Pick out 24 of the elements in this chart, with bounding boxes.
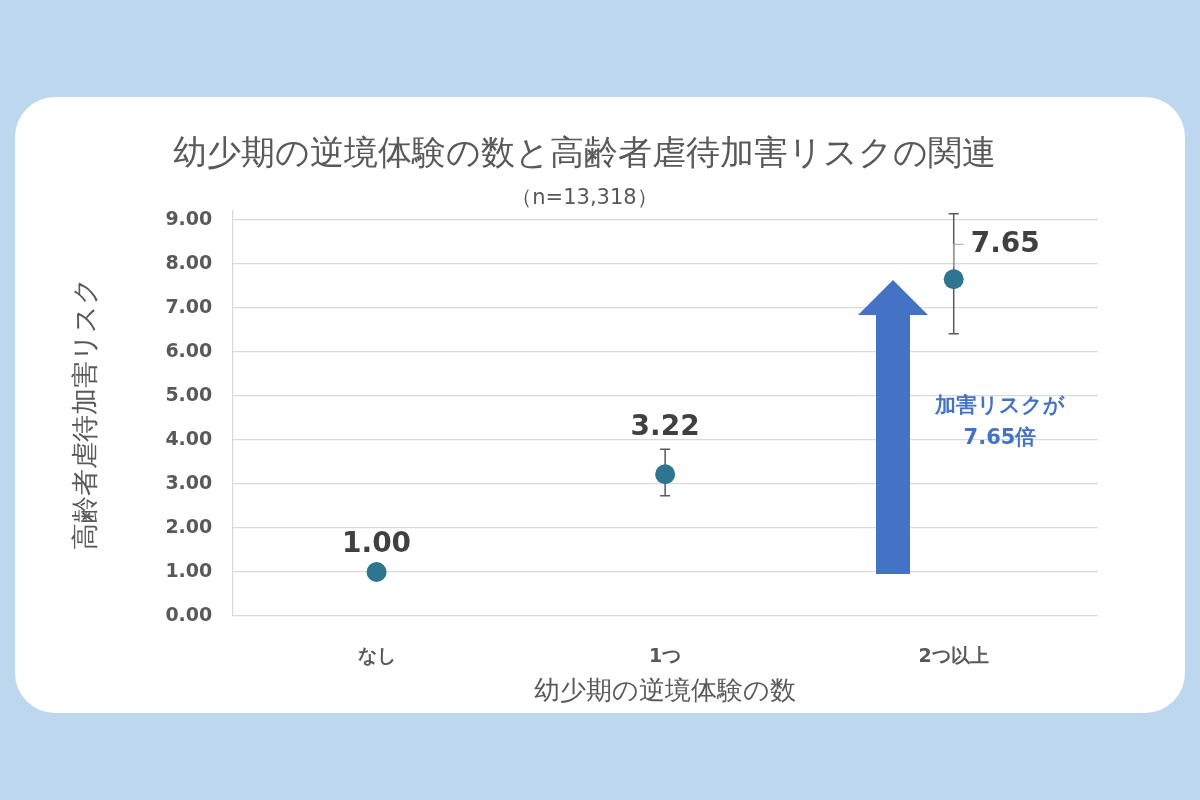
y-tick-label: 5.00	[165, 382, 213, 405]
y-tick-label: 3.00	[165, 470, 213, 493]
y-tick-label: 4.00	[165, 426, 213, 449]
y-tick-label: 7.00	[165, 294, 213, 317]
x-tick-label: なし	[357, 644, 396, 667]
data-label: 7.65	[970, 225, 1040, 259]
point	[655, 464, 676, 485]
data-label: 1.00	[342, 525, 412, 559]
chart-subtitle: （n=13,318）	[511, 184, 658, 209]
x-tick-label: 1つ	[649, 644, 682, 667]
y-tick-label: 2.00	[165, 514, 213, 537]
annotation: 加害リスクが 7.65倍	[934, 392, 1066, 451]
y-tick-label: 0.00	[165, 602, 213, 625]
point	[366, 561, 387, 582]
y-tick-label: 9.00	[165, 206, 213, 229]
y-axis-title: 高齢者虐待加害リスク	[69, 277, 101, 550]
y-tick-label: 1.00	[165, 558, 213, 581]
y-tick-label: 8.00	[165, 250, 213, 273]
y-tick-label: 6.00	[165, 338, 213, 361]
point	[943, 269, 964, 290]
x-axis-title: 幼少期の逆境体験の数	[534, 675, 797, 706]
x-tick-label: 2つ以上	[918, 644, 989, 667]
data-label: 3.22	[630, 409, 700, 443]
chart-title: 幼少期の逆境体験の数と高齢者虐待加害リスクの関連	[173, 132, 996, 173]
